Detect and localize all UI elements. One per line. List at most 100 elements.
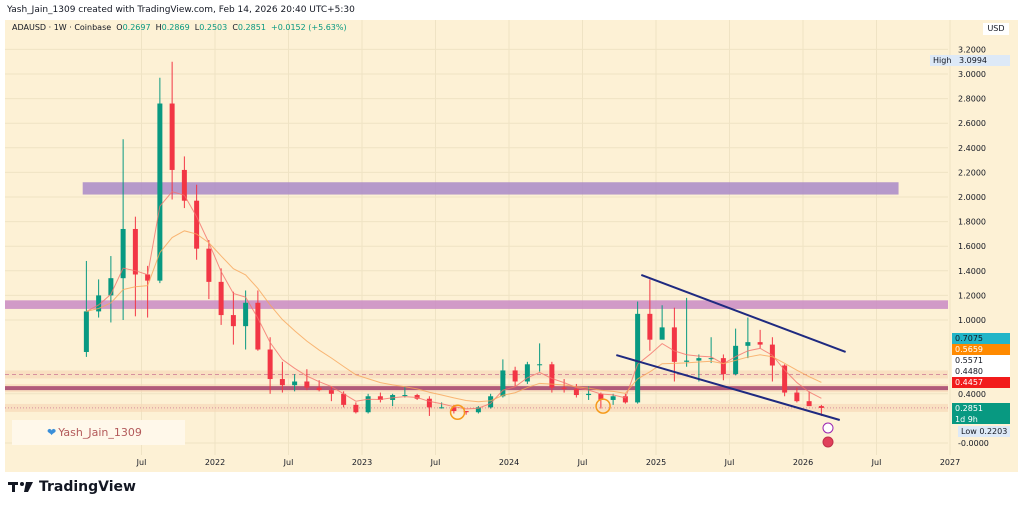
x-tick-label: Jul [430, 458, 441, 467]
candle-body [145, 274, 151, 281]
candle-body [292, 381, 298, 386]
candle-body [500, 370, 506, 397]
candle-body [206, 248, 212, 282]
candle-body [328, 390, 334, 394]
last-price-label: 0.2851 1d 9h [952, 403, 1010, 424]
candle-body [353, 404, 359, 413]
channel-trendline [616, 354, 841, 421]
candle-body [439, 407, 445, 409]
candle-body [696, 358, 702, 361]
candle-body [708, 358, 714, 360]
channel-trendline [640, 274, 846, 353]
currency-button[interactable]: USD [983, 23, 1009, 35]
x-tick-label: Jul [283, 458, 294, 467]
last-price: 0.2851 [955, 404, 983, 413]
x-tick-label: 2024 [499, 458, 519, 467]
y-tick-label: 2.8000 [958, 95, 986, 104]
candle-body [586, 393, 592, 396]
price-label-red: 0.4457 [952, 377, 1010, 388]
x-tick-label: 2027 [940, 458, 960, 467]
chart-attribution: Yash_Jain_1309 created with TradingView.… [7, 5, 355, 15]
candle-body [659, 327, 665, 340]
event-flag-icon [822, 436, 834, 448]
y-tick-label: -0.0000 [958, 439, 989, 448]
candle-body [451, 407, 457, 412]
candle-body [169, 103, 175, 170]
open-value: 0.2697 [122, 23, 151, 32]
candle-body [243, 302, 249, 327]
candle-body [218, 281, 224, 316]
candle-body [610, 396, 616, 400]
candle-body [316, 387, 322, 391]
low-value: 0.2503 [199, 23, 228, 32]
y-tick-label: 2.0000 [958, 193, 986, 202]
high-price: 3.0994 [959, 56, 988, 65]
y-tick-label: 3.0000 [958, 70, 986, 79]
brand-name: TradingView [39, 479, 136, 495]
price-label-white-2: 0.4480 [952, 366, 1010, 377]
candle-body [194, 200, 200, 249]
y-tick-label: 1.8000 [958, 218, 986, 227]
candle-body [402, 395, 408, 397]
candle-body [426, 398, 432, 408]
candle-body [255, 302, 261, 350]
candle-body [720, 358, 726, 375]
candle-body [647, 313, 653, 340]
candle-body [561, 387, 567, 389]
low-price: 0.2203 [979, 427, 1008, 436]
y-tick-label: 1.0000 [958, 316, 986, 325]
candle-body [377, 396, 383, 400]
tradingview-logo[interactable]: TradingView [8, 479, 136, 495]
candle-body [108, 278, 114, 296]
candle-body [96, 295, 102, 312]
resistance-zone [5, 300, 948, 309]
bar-countdown: 1d 9h [955, 415, 978, 424]
candle-body [598, 393, 604, 400]
low-tag: Low [961, 427, 977, 436]
x-tick-label: 2022 [205, 458, 225, 467]
high-tag: High [933, 56, 952, 65]
x-tick-label: Jul [724, 458, 735, 467]
candle-body [157, 103, 163, 281]
tradingview-logo-icon [8, 482, 33, 492]
candle-body [488, 396, 494, 408]
price-label-orange: 0.5659 [952, 344, 1010, 355]
candle-body [304, 381, 310, 388]
y-tick-label: 2.4000 [958, 144, 986, 153]
candle-body [83, 311, 89, 352]
candle-body [745, 342, 751, 346]
moving-average-line [86, 230, 822, 403]
x-tick-label: 2026 [793, 458, 813, 467]
event-lightning-icon [822, 422, 834, 434]
candle-body [512, 370, 518, 382]
heart-icon: ❤ [47, 426, 57, 439]
candle-body [341, 393, 347, 405]
candle-body [671, 327, 677, 362]
price-label-white-1: 0.5571 [952, 355, 1010, 366]
y-tick-label: 3.2000 [958, 45, 986, 54]
candle-body [279, 379, 285, 386]
high-value: 0.2869 [161, 23, 190, 32]
y-tick-label: 2.2000 [958, 168, 986, 177]
y-tick-label: 2.6000 [958, 119, 986, 128]
x-tick-label: 2025 [646, 458, 666, 467]
support-circle-marker [449, 404, 466, 420]
author-watermark: ❤ Yash_Jain_1309 [12, 420, 185, 445]
candle-body [794, 392, 800, 402]
x-tick-label: 2023 [352, 458, 372, 467]
close-label: C [232, 23, 238, 32]
candle-body [230, 315, 236, 327]
change-value: +0.0152 (+5.63%) [271, 23, 347, 32]
symbol-label: ADAUSD · 1W · Coinbase [12, 23, 112, 32]
symbol-legend: ADAUSD · 1W · Coinbase O0.2697 H0.2869 L… [12, 23, 347, 32]
candle-body [782, 365, 788, 393]
candle-body [414, 395, 420, 399]
y-tick-label: 1.4000 [958, 267, 986, 276]
x-tick-label: Jul [871, 458, 882, 467]
candle-body [132, 228, 138, 275]
price-label-cyan: 0.7075 [952, 333, 1010, 344]
candle-body [573, 388, 579, 396]
candle-body [365, 396, 371, 413]
y-tick-label: 1.2000 [958, 291, 986, 300]
